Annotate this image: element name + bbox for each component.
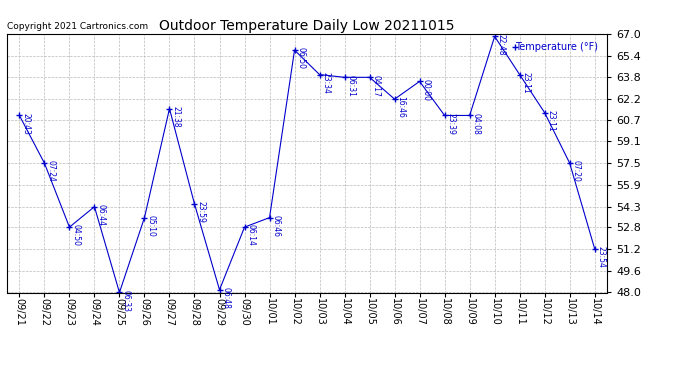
Text: 04:17: 04:17: [372, 75, 381, 96]
Text: 06:14: 06:14: [246, 224, 255, 246]
Text: 23:11: 23:11: [522, 72, 531, 93]
Text: 06:33: 06:33: [121, 290, 130, 312]
Text: 06:46: 06:46: [272, 215, 281, 237]
Text: 00:00: 00:00: [422, 79, 431, 101]
Text: 06:48: 06:48: [221, 287, 230, 309]
Text: 22:48: 22:48: [497, 34, 506, 56]
Text: 23:39: 23:39: [446, 113, 455, 135]
Legend: Temperature (°F): Temperature (°F): [511, 39, 602, 56]
Text: 06:50: 06:50: [297, 47, 306, 69]
Text: 23:11: 23:11: [546, 110, 555, 132]
Text: 04:08: 04:08: [472, 113, 481, 135]
Text: 16:46: 16:46: [397, 96, 406, 118]
Text: Copyright 2021 Cartronics.com: Copyright 2021 Cartronics.com: [7, 22, 148, 31]
Text: 06:44: 06:44: [97, 204, 106, 226]
Text: 06:31: 06:31: [346, 75, 355, 96]
Text: 07:20: 07:20: [572, 160, 581, 182]
Text: 07:24: 07:24: [46, 160, 55, 182]
Text: 20:43: 20:43: [21, 113, 30, 135]
Text: 23:59: 23:59: [197, 201, 206, 223]
Title: Outdoor Temperature Daily Low 20211015: Outdoor Temperature Daily Low 20211015: [159, 19, 455, 33]
Text: 23:54: 23:54: [597, 246, 606, 268]
Text: 04:50: 04:50: [72, 224, 81, 246]
Text: 05:10: 05:10: [146, 215, 155, 237]
Text: 23:34: 23:34: [322, 72, 331, 94]
Text: 21:38: 21:38: [172, 106, 181, 128]
